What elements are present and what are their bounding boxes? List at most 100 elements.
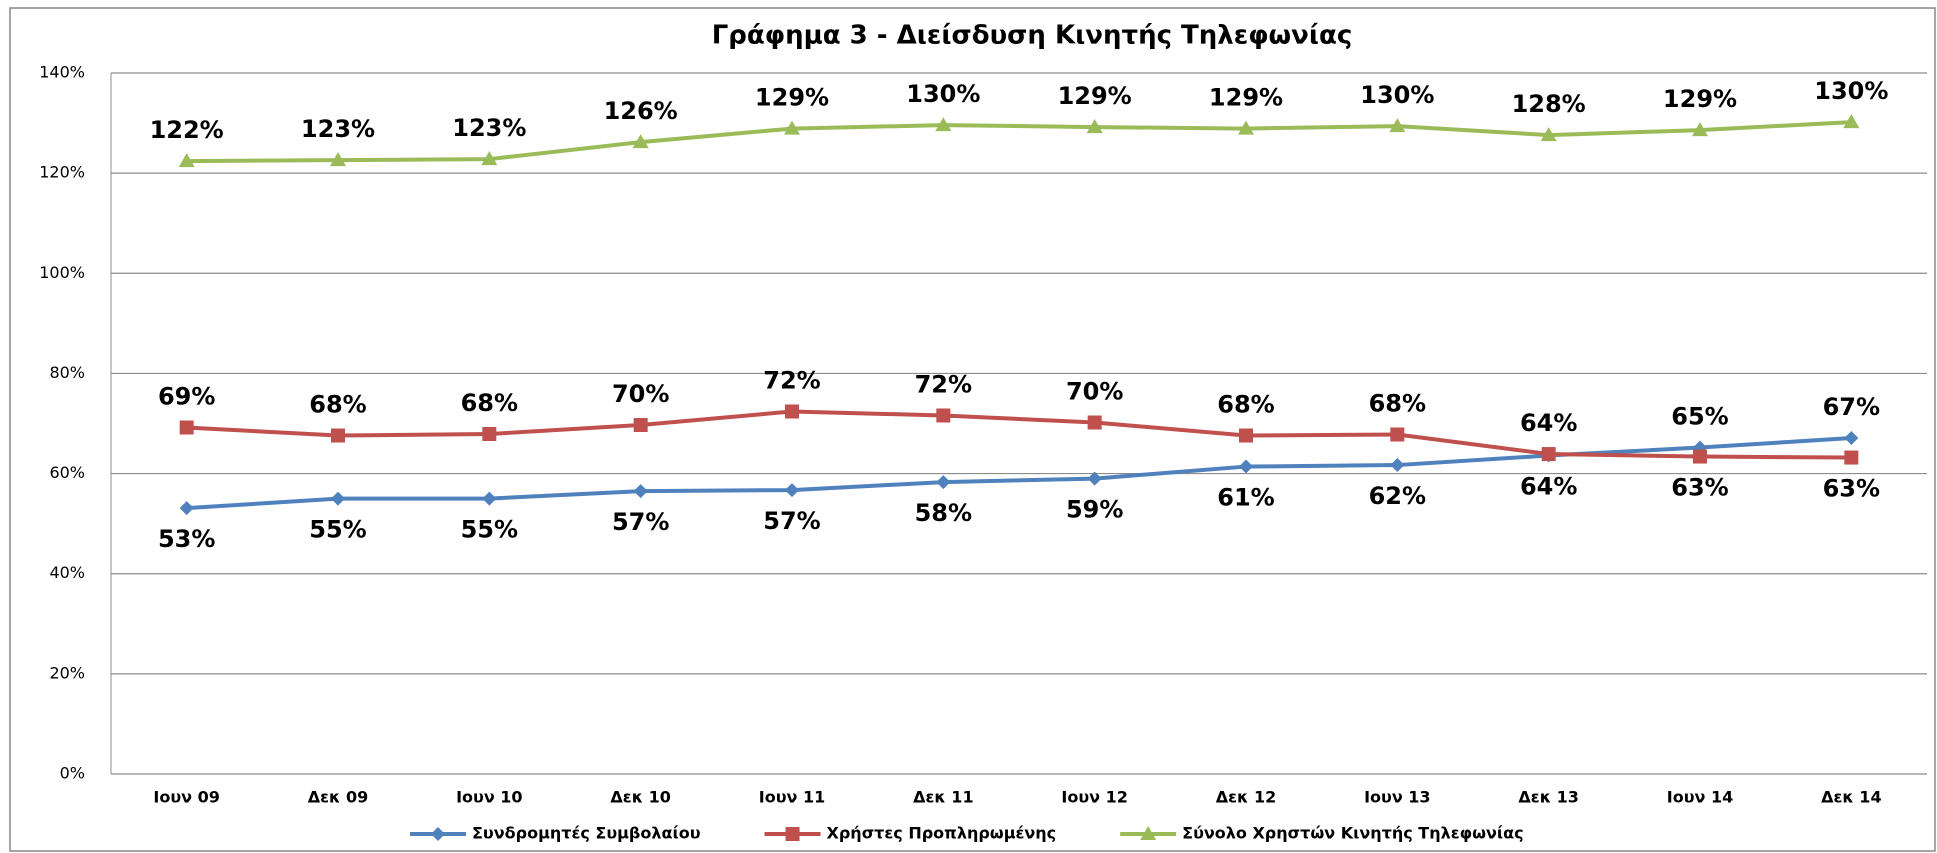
data-label: 64% [1520, 473, 1577, 501]
marker [1086, 119, 1103, 134]
marker [1087, 415, 1102, 430]
marker [331, 491, 345, 506]
marker [1239, 428, 1253, 443]
data-label: 69% [158, 383, 215, 411]
data-label: 57% [763, 507, 820, 535]
series-line [186, 409, 1852, 460]
marker [482, 427, 497, 442]
data-label: 70% [612, 380, 669, 408]
chart-border [9, 7, 1936, 852]
x-tick-label: Ιουν 12 [1061, 788, 1127, 807]
y-tick-label: 140% [39, 63, 85, 82]
marker [482, 491, 497, 506]
x-tick-label: Δεκ 11 [913, 788, 974, 807]
data-label: 64% [1520, 409, 1577, 437]
marker [936, 475, 951, 490]
marker [1692, 122, 1708, 137]
y-tick-label: 60% [49, 463, 85, 482]
marker [178, 153, 195, 168]
x-tick-label: Δεκ 13 [1518, 788, 1579, 807]
data-label: 68% [309, 391, 366, 419]
data-label: 130% [1814, 77, 1888, 105]
legend-label: Συνδρομητές Συμβολαίου [472, 824, 701, 843]
data-label: 57% [612, 508, 669, 536]
marker [1844, 431, 1859, 446]
marker [1844, 450, 1859, 465]
data-label: 129% [755, 84, 829, 112]
marker [633, 418, 648, 433]
marker [1389, 118, 1406, 133]
data-label: 128% [1512, 90, 1586, 118]
marker [785, 404, 799, 419]
marker [1087, 471, 1102, 486]
marker [331, 428, 345, 443]
marker [179, 420, 194, 435]
legend-label: Χρήστες Προπληρωμένης [827, 824, 1057, 843]
marker [1541, 447, 1556, 462]
data-label: 68% [461, 389, 518, 417]
data-label: 72% [763, 366, 820, 394]
data-label: 55% [461, 516, 518, 544]
marker [481, 151, 498, 166]
data-label: 72% [915, 370, 972, 398]
marker [1843, 114, 1860, 129]
data-label: 129% [1209, 84, 1283, 112]
data-label: 123% [301, 115, 375, 143]
x-tick-label: Δεκ 12 [1216, 788, 1277, 807]
marker [785, 827, 800, 841]
data-label: 130% [1360, 81, 1434, 109]
marker [179, 501, 194, 516]
data-label: 65% [1671, 403, 1728, 431]
marker [1238, 120, 1254, 135]
y-tick-label: 100% [39, 263, 85, 282]
marker [784, 120, 800, 135]
data-label: 123% [452, 114, 526, 142]
marker [785, 483, 799, 498]
data-label: 58% [915, 499, 972, 527]
data-label: 59% [1066, 496, 1123, 524]
x-tick-label: Ιουν 13 [1364, 788, 1430, 807]
data-label: 68% [1369, 390, 1426, 418]
data-label: 129% [1663, 85, 1737, 113]
data-label: 130% [906, 80, 980, 108]
marker [1693, 449, 1707, 464]
data-label: 62% [1369, 482, 1426, 510]
data-label: 67% [1823, 393, 1880, 421]
data-label: 68% [1217, 391, 1274, 419]
marker [330, 152, 346, 167]
data-label: 61% [1217, 484, 1274, 512]
marker [633, 484, 648, 499]
data-label: 126% [604, 97, 678, 125]
data-label: 53% [158, 525, 215, 553]
marker [1239, 459, 1253, 474]
data-label: 129% [1058, 82, 1132, 110]
marker [935, 117, 952, 132]
y-tick-label: 120% [39, 163, 85, 182]
marker [1390, 427, 1405, 442]
y-tick-label: 20% [49, 663, 85, 682]
data-label: 63% [1671, 474, 1728, 502]
data-label: 122% [150, 116, 224, 144]
x-tick-label: Ιουν 11 [759, 788, 825, 807]
marker [1140, 826, 1157, 840]
marker [1390, 458, 1405, 473]
x-tick-label: Ιουν 09 [153, 788, 219, 807]
data-label: 55% [309, 516, 366, 544]
marker [936, 408, 951, 423]
marker [632, 134, 649, 149]
data-label: 63% [1823, 475, 1880, 503]
series-line [186, 120, 1852, 164]
y-tick-label: 40% [49, 563, 85, 582]
chart-title: Γράφημα 3 - Διείσδυση Κινητής Τηλεφωνίας [712, 21, 1353, 51]
legend-label: Σύνολο Χρηστών Κινητής Τηλεφωνίας [1182, 824, 1523, 843]
x-tick-label: Ιουν 14 [1667, 788, 1733, 807]
data-label: 70% [1066, 377, 1123, 405]
marker [431, 827, 445, 841]
x-tick-label: Δεκ 09 [308, 788, 369, 807]
y-tick-label: 0% [60, 764, 85, 783]
x-tick-label: Δεκ 14 [1821, 788, 1882, 807]
x-tick-label: Δεκ 10 [610, 788, 671, 807]
marker [1540, 127, 1557, 142]
y-tick-label: 80% [49, 363, 85, 382]
